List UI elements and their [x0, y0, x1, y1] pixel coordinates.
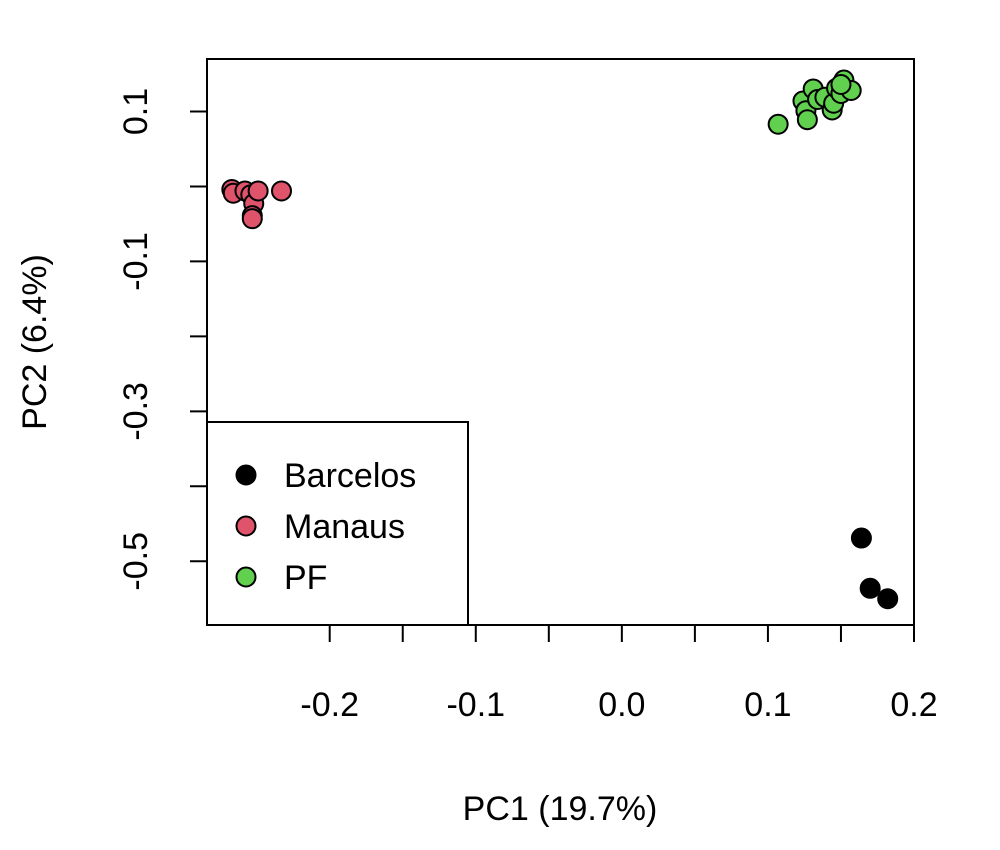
- series-manaus: [221, 178, 292, 230]
- data-point: [850, 527, 872, 549]
- data-point: [767, 113, 789, 135]
- y-tick-label: -0.3: [117, 382, 155, 441]
- data-point: [859, 577, 881, 599]
- x-tick-label: 0.0: [598, 686, 645, 724]
- legend-marker: [235, 515, 257, 537]
- legend-marker: [235, 464, 257, 486]
- data-point: [830, 73, 852, 95]
- y-tick-label: -0.5: [117, 532, 155, 591]
- legend-label: Barcelos: [284, 457, 416, 495]
- data-point: [877, 588, 899, 610]
- plot-frame: [206, 58, 915, 626]
- legend: Barcelos Manaus PF: [206, 421, 469, 626]
- series-barcelos: [850, 527, 899, 610]
- legend-label: PF: [284, 559, 327, 597]
- legend-marker: [235, 566, 257, 588]
- data-points: [221, 69, 899, 610]
- x-tick-label: -0.1: [446, 686, 505, 724]
- data-point: [270, 180, 292, 202]
- data-point: [241, 208, 263, 230]
- y-tick-label: -0.1: [117, 232, 155, 291]
- x-tick-label: 0.2: [890, 686, 937, 724]
- data-point: [247, 180, 269, 202]
- x-axis-title: PC1 (19.7%): [463, 790, 658, 828]
- y-tick-label: 0.1: [117, 88, 155, 135]
- axes: -0.2 -0.1 0.0 0.1 0.2 0.1 -0.1 -0.3 -0.5: [117, 88, 938, 724]
- y-axis-title: PC2 (6.4%): [16, 254, 54, 430]
- data-point: [796, 109, 818, 131]
- legend-label: Manaus: [284, 508, 405, 546]
- series-pf: [767, 69, 862, 135]
- x-tick-label: 0.1: [744, 686, 791, 724]
- x-tick-label: -0.2: [300, 686, 359, 724]
